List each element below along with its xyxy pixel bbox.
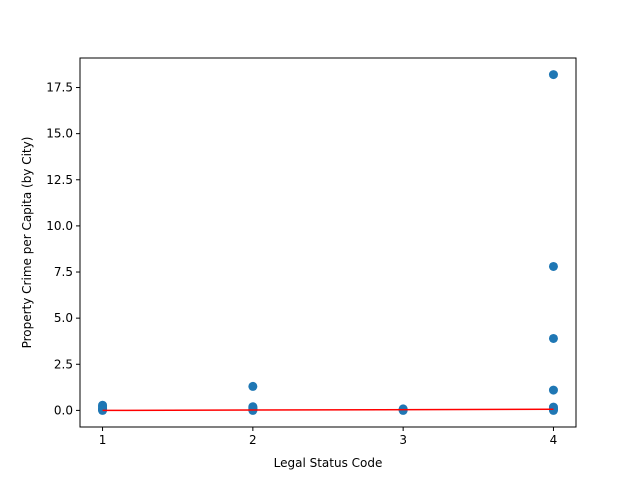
x-tick-label: 4	[550, 433, 558, 447]
regression-line	[102, 408, 554, 412]
y-tick-label: 17.5	[46, 81, 73, 95]
x-tick-label: 2	[249, 433, 257, 447]
x-tick-label: 1	[99, 433, 107, 447]
x-axis: 1 2 3 4	[99, 427, 558, 447]
scatter-point	[548, 405, 558, 415]
scatter-point	[548, 70, 558, 80]
y-tick-label: 2.5	[54, 357, 73, 371]
y-tick-label: 10.0	[46, 219, 73, 233]
y-axis-label: Property Crime per Capita (by City)	[20, 137, 34, 349]
x-tick-label: 3	[399, 433, 407, 447]
y-tick-label: 0.0	[54, 403, 73, 417]
scatter-point	[548, 333, 558, 343]
y-tick-label: 5.0	[54, 311, 73, 325]
plot-area	[98, 70, 558, 415]
x-axis-label: Legal Status Code	[274, 456, 383, 470]
y-tick-label: 7.5	[54, 265, 73, 279]
scatter-point	[548, 385, 558, 395]
y-axis: 0.0 2.5 5.0 7.5 10.0 12.5 15.0 17.5	[46, 81, 80, 417]
y-tick-label: 12.5	[46, 173, 73, 187]
scatter-point	[248, 381, 258, 391]
scatter-point	[548, 261, 558, 271]
axes-frame	[79, 57, 577, 428]
y-tick-label: 15.0	[46, 127, 73, 141]
